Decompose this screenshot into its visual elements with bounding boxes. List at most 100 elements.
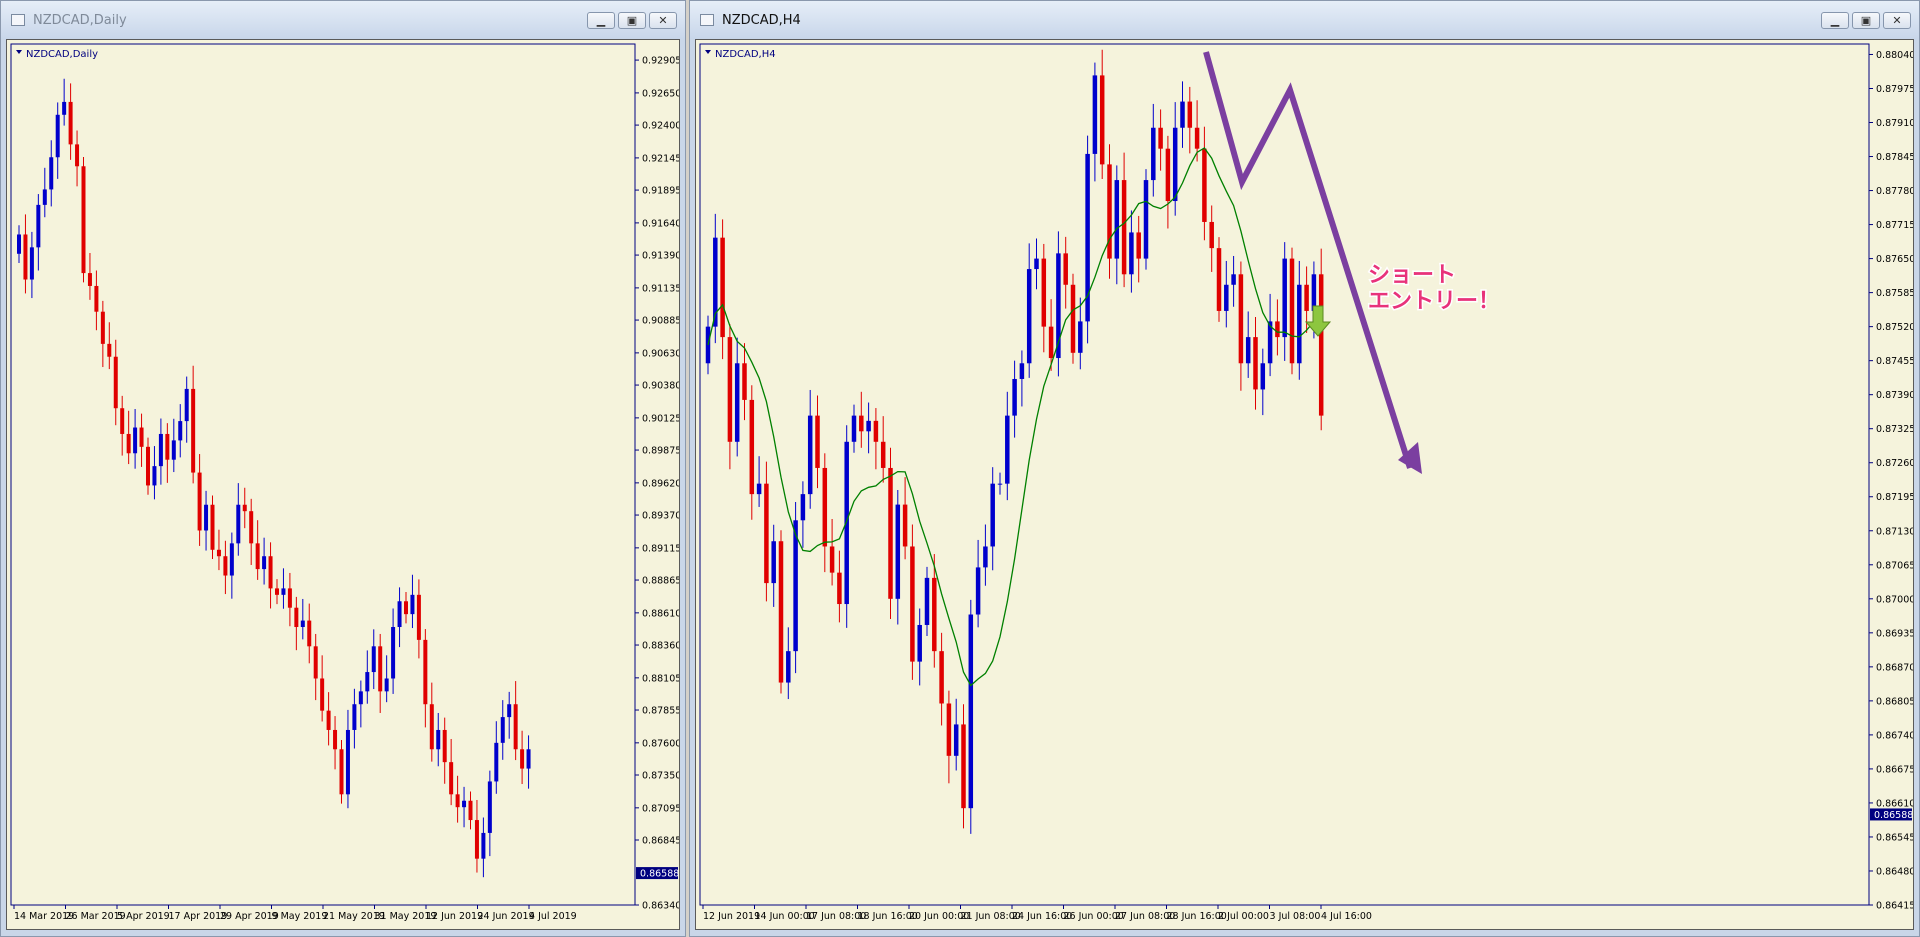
price-axis-label: 0.87195: [1876, 492, 1914, 503]
time-axis-label: 4 Jul 16:00: [1321, 911, 1372, 922]
bearish-candle: [1165, 148, 1171, 202]
current-price-label: 0.86588: [640, 869, 679, 880]
price-axis-label: 0.92400: [642, 121, 680, 132]
bearish-candle: [333, 729, 338, 750]
daily-candlestick-chart[interactable]: NZDCAD,Daily 0.92905 0.92650 0.92400 0.92145…: [7, 40, 680, 930]
bullish-candle: [1245, 337, 1251, 364]
price-axis-label: 0.88040: [1876, 50, 1914, 61]
restore-icon: ▣: [1860, 14, 1872, 27]
bearish-candle: [1187, 101, 1193, 128]
price-axis-label: 0.86675: [1876, 764, 1914, 775]
bearish-candle: [81, 166, 86, 274]
bullish-candle: [851, 415, 857, 442]
bearish-candle: [1158, 127, 1163, 149]
time-axis-label: 17 Apr 2019: [169, 911, 228, 922]
bearish-candle: [197, 472, 202, 531]
bullish-candle: [895, 504, 901, 599]
bearish-candle: [1304, 284, 1309, 311]
price-axis-label: 0.92650: [642, 88, 680, 99]
price-axis-label: 0.90380: [642, 381, 680, 392]
chart-symbol-label: NZDCAD,Daily: [26, 49, 98, 60]
moving-average-line: [707, 147, 1322, 687]
bearish-candle: [961, 724, 966, 809]
h4-chart-area[interactable]: NZDCAD,H4 0.88040 0.87975 0.87910 0.87845 0.8…: [695, 39, 1914, 930]
current-price-tag: [1870, 808, 1912, 821]
bullish-candle: [734, 363, 740, 442]
bearish-candle: [932, 577, 937, 652]
price-axis-label: 0.90885: [642, 316, 680, 327]
bearish-candle: [1253, 337, 1258, 390]
bearish-candle: [307, 620, 312, 647]
price-axis-label: 0.86545: [1876, 832, 1914, 843]
bullish-candle: [807, 415, 813, 495]
current-price-tag: [636, 867, 678, 880]
daily-window-titlebar[interactable]: NZDCAD,Daily ▁ ▣ ✕: [1, 1, 685, 39]
minimize-button[interactable]: ▁: [1821, 12, 1849, 29]
bearish-candle: [829, 546, 835, 573]
bearish-candle: [139, 427, 144, 447]
time-axis-label: 29 Apr 2019: [220, 911, 279, 922]
bearish-candle: [326, 710, 331, 730]
bearish-candle: [727, 337, 733, 442]
bearish-candle: [720, 237, 725, 338]
maximize-button[interactable]: ▣: [618, 12, 646, 29]
bearish-candle: [242, 504, 247, 512]
price-axis-label: 0.87650: [1876, 254, 1914, 265]
bearish-candle: [859, 415, 864, 432]
price-axis-label: 0.90125: [642, 413, 680, 424]
plot-frame: [699, 43, 1870, 906]
close-button[interactable]: ✕: [649, 12, 677, 29]
minimize-icon: ▁: [596, 14, 606, 27]
price-axis-label: 0.87910: [1876, 118, 1914, 129]
h4-chart-window[interactable]: NZDCAD,H4 ▁ ▣ ✕ NZDCAD,H4 0.88040 0.87975 0…: [689, 0, 1920, 937]
bearish-candle: [1063, 253, 1068, 285]
plot-frame: [10, 43, 636, 906]
window-title: NZDCAD,Daily: [33, 13, 127, 28]
bullish-candle: [436, 729, 441, 750]
bearish-candle: [742, 363, 747, 400]
minimize-button[interactable]: ▁: [587, 12, 615, 29]
bullish-candle: [29, 247, 34, 280]
bearish-candle: [946, 703, 952, 756]
price-axis-label: 0.86845: [642, 836, 680, 847]
bullish-candle: [62, 101, 67, 115]
bullish-candle: [1224, 284, 1229, 311]
time-axis-label: 26 Jun 00:00: [1064, 911, 1124, 922]
bearish-candle: [910, 546, 915, 662]
bullish-candle: [983, 546, 988, 568]
bearish-candle: [815, 415, 820, 468]
bullish-candle: [152, 466, 157, 486]
price-axis-label: 0.87390: [1876, 390, 1914, 401]
bearish-candle: [1070, 284, 1076, 353]
price-axis-label: 0.87000: [1876, 594, 1914, 605]
bullish-candle: [494, 742, 499, 782]
daily-chart-window[interactable]: NZDCAD,Daily ▁ ▣ ✕ NZDCAD,Daily 0.92905 0.…: [0, 0, 686, 937]
price-axis-label: 0.86340: [642, 901, 680, 912]
time-axis-label: 28 Jun 16:00: [1167, 911, 1227, 922]
price-axis-label: 0.87855: [642, 706, 680, 717]
maximize-button[interactable]: ▣: [1852, 12, 1880, 29]
bearish-candle: [404, 601, 408, 615]
daily-chart-area[interactable]: NZDCAD,Daily 0.92905 0.92650 0.92400 0.92145…: [6, 39, 680, 930]
h4-window-titlebar[interactable]: NZDCAD,H4 ▁ ▣ ✕: [690, 1, 1919, 39]
bearish-candle: [468, 800, 473, 821]
bearish-candle: [1048, 326, 1054, 359]
price-axis-label: 0.87350: [642, 771, 680, 782]
bearish-candle: [107, 343, 112, 357]
bullish-candle: [300, 620, 305, 628]
price-axis-label: 0.88610: [642, 608, 680, 619]
bullish-candle: [1129, 232, 1134, 275]
bullish-candle: [55, 114, 60, 158]
h4-candlestick-chart[interactable]: NZDCAD,H4 0.88040 0.87975 0.87910 0.87845 0.8…: [696, 40, 1914, 930]
price-axis-label: 0.87585: [1876, 288, 1914, 299]
time-axis-label: 18 Jun 16:00: [858, 911, 918, 922]
bearish-candle: [120, 408, 125, 434]
bearish-candle: [837, 572, 842, 605]
bearish-candle: [100, 311, 105, 344]
bearish-candle: [880, 441, 886, 468]
bearish-candle: [873, 420, 879, 442]
bullish-candle: [756, 483, 762, 495]
time-axis-label: 4 Jul 2019: [529, 911, 577, 922]
bullish-candle: [365, 672, 370, 692]
close-button[interactable]: ✕: [1883, 12, 1911, 29]
